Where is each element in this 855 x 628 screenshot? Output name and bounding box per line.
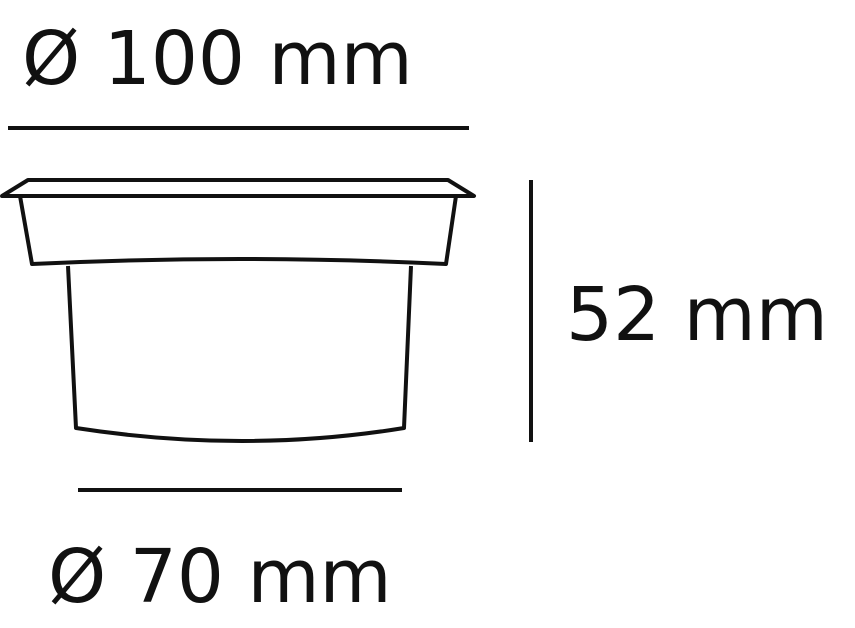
height-label: 52 mm bbox=[566, 272, 828, 358]
top-diameter-label: Ø 100 mm bbox=[22, 16, 413, 102]
product-rim-outline bbox=[0, 178, 476, 198]
product-upper-band-outline bbox=[18, 195, 458, 266]
bottom-diameter-label: Ø 70 mm bbox=[48, 534, 392, 620]
product-lower-body-outline bbox=[66, 265, 413, 443]
